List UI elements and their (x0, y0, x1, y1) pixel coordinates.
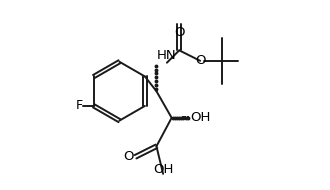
Text: O: O (174, 26, 184, 39)
Text: O: O (123, 150, 134, 163)
Text: HN: HN (156, 49, 176, 62)
Text: F: F (75, 99, 82, 112)
Text: O: O (195, 54, 205, 67)
Text: OH: OH (191, 111, 211, 124)
Text: OH: OH (153, 163, 173, 176)
